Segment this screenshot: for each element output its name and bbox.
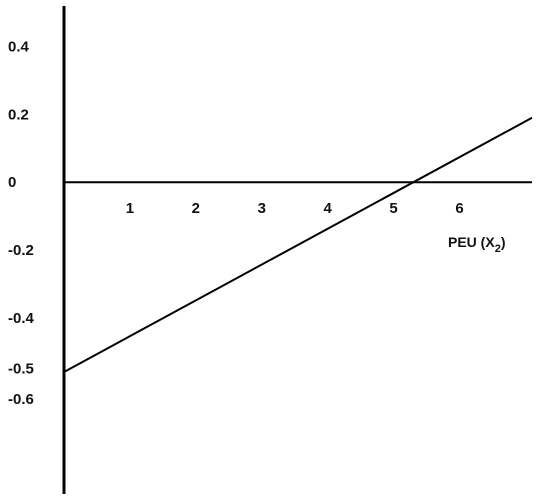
y-tick-label: -0.6: [8, 391, 34, 408]
x-tick-label: 1: [126, 200, 134, 217]
series-line: [63, 116, 533, 373]
x-tick-label: 5: [389, 200, 397, 217]
y-tick-label: 0: [8, 174, 16, 191]
x-tick-label: 4: [323, 200, 332, 217]
x-tick-label: 2: [192, 200, 200, 217]
x-tick-label: 6: [455, 200, 463, 217]
y-tick-label: -0.5: [8, 361, 34, 378]
x-tick-label: 3: [258, 200, 266, 217]
x-axis-label-subscript: 2: [495, 243, 501, 255]
x-tick-labels: 1 2 3 4 5 6: [126, 200, 464, 217]
y-tick-label: 0.2: [8, 106, 29, 123]
y-tick-label: 0.4: [8, 39, 30, 56]
x-axis-label-close: ): [501, 234, 506, 250]
y-tick-labels: 0.4 0.2 0 -0.2 -0.4 -0.5 -0.6: [8, 39, 35, 408]
y-tick-label: -0.4: [8, 310, 35, 327]
x-axis-label-main: PEU (X: [448, 234, 495, 250]
series-group: [63, 116, 533, 373]
x-axis-label: PEU (X2): [448, 234, 505, 255]
y-tick-label: -0.2: [8, 242, 34, 259]
